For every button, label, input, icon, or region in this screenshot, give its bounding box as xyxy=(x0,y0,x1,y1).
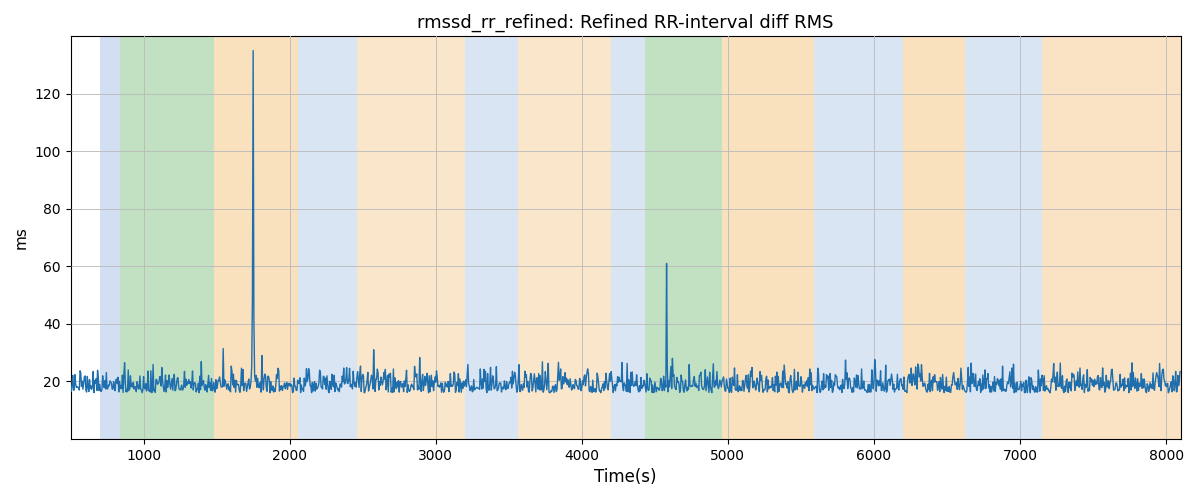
X-axis label: Time(s): Time(s) xyxy=(594,468,656,486)
Bar xyxy=(299,36,356,439)
Bar xyxy=(722,36,814,439)
Bar xyxy=(965,36,1042,439)
Bar xyxy=(1042,36,1181,439)
Y-axis label: ms: ms xyxy=(14,226,29,249)
Bar xyxy=(644,36,722,439)
Bar xyxy=(517,36,611,439)
Bar xyxy=(814,36,904,439)
Bar xyxy=(214,36,299,439)
Bar xyxy=(356,36,464,439)
Title: rmssd_rr_refined: Refined RR-interval diff RMS: rmssd_rr_refined: Refined RR-interval di… xyxy=(418,14,834,32)
Bar xyxy=(611,36,644,439)
Bar xyxy=(120,36,214,439)
Bar xyxy=(464,36,517,439)
Bar xyxy=(100,36,120,439)
Bar xyxy=(904,36,965,439)
